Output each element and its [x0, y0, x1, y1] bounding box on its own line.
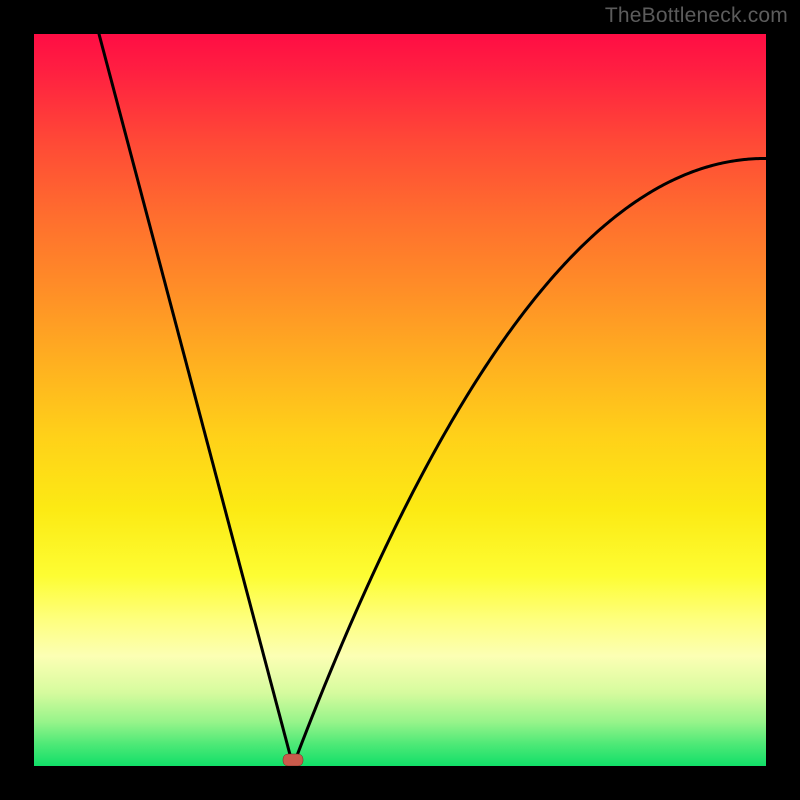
vertex-marker — [283, 754, 303, 766]
watermark-text: TheBottleneck.com — [605, 4, 788, 28]
curve-right-branch — [293, 158, 766, 766]
chart-container: TheBottleneck.com — [0, 0, 800, 800]
plot-area — [34, 34, 766, 766]
curve-overlay — [34, 34, 766, 766]
curve-left-branch — [99, 34, 293, 766]
